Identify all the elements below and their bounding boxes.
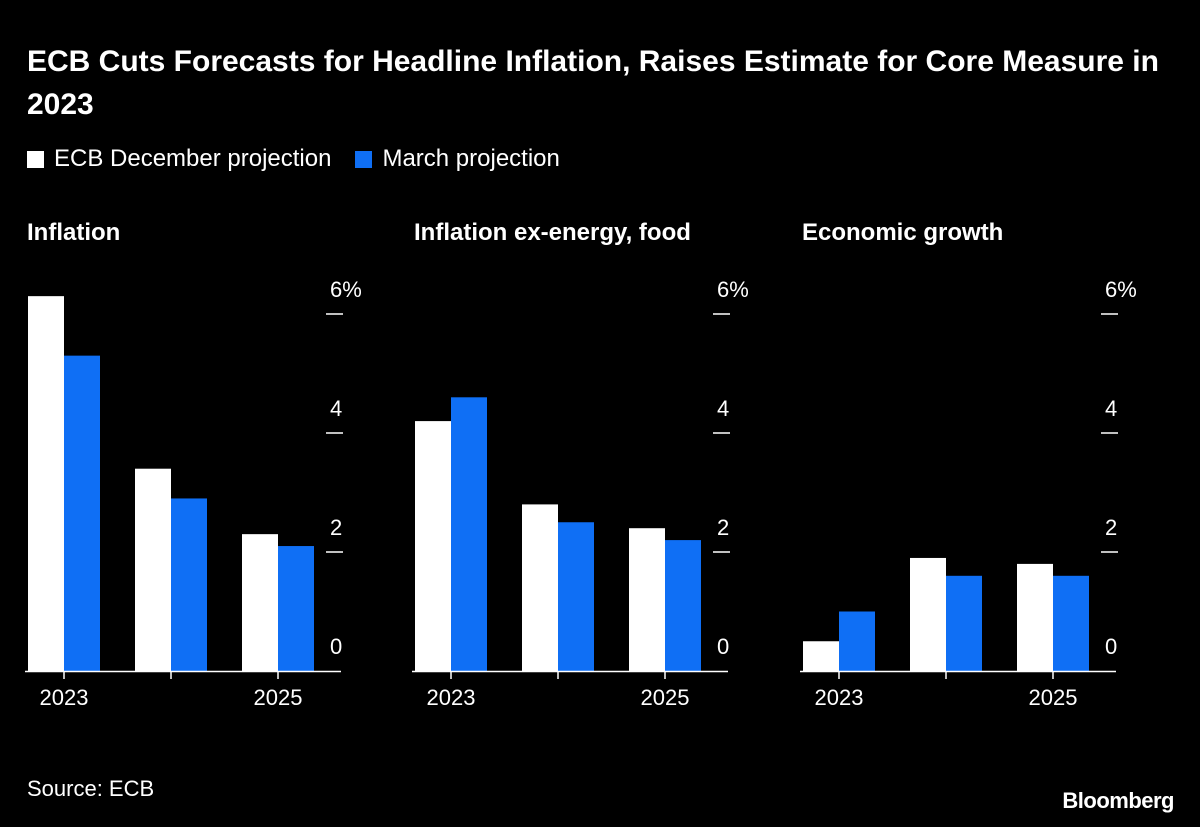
bar-march-2025 — [665, 540, 701, 671]
bar-march-2025 — [278, 546, 314, 671]
x-tick-label: 2023 — [40, 685, 89, 710]
y-tick-label: 0 — [1105, 634, 1117, 659]
y-tick-label: 2 — [1105, 515, 1117, 540]
y-tick-label: 0 — [330, 634, 342, 659]
x-tick-label: 2023 — [815, 685, 864, 710]
y-tick-label: 2 — [330, 515, 342, 540]
y-tick-label: 2 — [717, 515, 729, 540]
bar-march-2024 — [171, 498, 207, 671]
bar-december-2023 — [803, 641, 839, 671]
bar-december-2024 — [135, 468, 171, 671]
bar-december-2025 — [629, 528, 665, 671]
legend-item-march: March projection — [355, 145, 560, 173]
bar-december-2024 — [910, 557, 946, 671]
y-tick-label: 0 — [717, 634, 729, 659]
bar-march-2023 — [839, 611, 875, 671]
bar-december-2025 — [1017, 563, 1053, 671]
y-tick-label: 6% — [1105, 277, 1137, 302]
bar-december-2024 — [522, 504, 558, 671]
panel-title: Economic growth — [802, 219, 1003, 246]
legend-swatch-march — [355, 150, 373, 168]
panel-title: Inflation — [27, 219, 120, 246]
legend-swatch-december — [27, 150, 44, 168]
x-tick-label: 2025 — [1029, 685, 1078, 710]
y-tick-label: 6% — [717, 277, 749, 302]
bar-march-2025 — [1053, 575, 1089, 671]
y-tick-label: 4 — [717, 396, 729, 421]
legend-item-december: ECB December projection — [27, 145, 331, 173]
y-tick-label: 4 — [330, 396, 342, 421]
bar-march-2024 — [558, 522, 594, 671]
y-tick-label: 4 — [1105, 396, 1117, 421]
bar-march-2023 — [64, 355, 100, 671]
panel-title: Inflation ex-energy, food — [414, 219, 691, 246]
x-tick-label: 2023 — [427, 685, 476, 710]
bar-march-2024 — [946, 575, 982, 671]
x-tick-label: 2025 — [254, 685, 303, 710]
legend: ECB December projection March projection — [27, 145, 584, 173]
legend-label-march: March projection — [382, 145, 560, 172]
bar-december-2025 — [242, 534, 278, 671]
bar-march-2023 — [451, 397, 487, 671]
chart-title: ECB Cuts Forecasts for Headline Inflatio… — [27, 45, 1159, 121]
x-tick-label: 2025 — [641, 685, 690, 710]
legend-label-december: ECB December projection — [54, 145, 332, 172]
y-tick-label: 6% — [330, 277, 362, 302]
source-note: Source: ECB — [27, 776, 155, 801]
bar-december-2023 — [415, 421, 451, 671]
bloomberg-logo: Bloomberg — [1062, 788, 1174, 813]
bar-december-2023 — [28, 296, 64, 671]
